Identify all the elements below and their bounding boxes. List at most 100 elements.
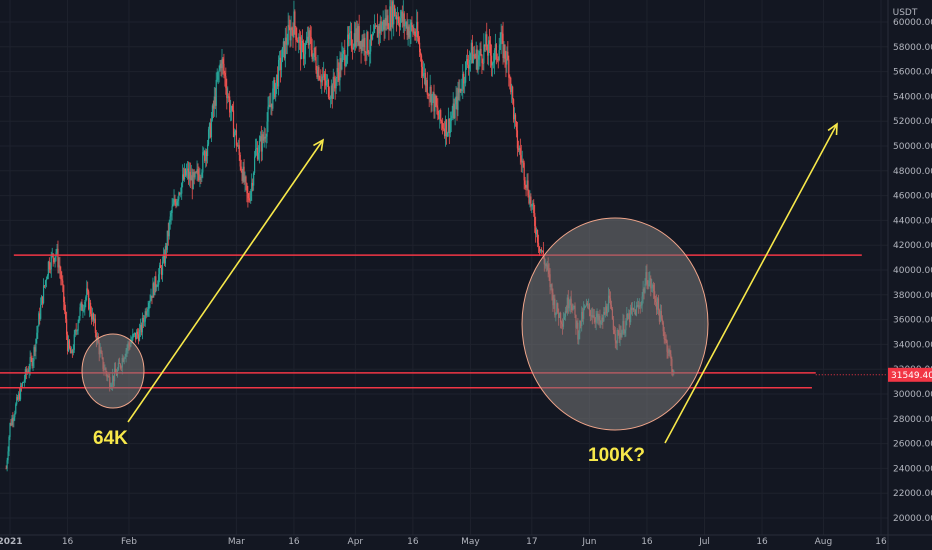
y-tick-label: 58000.00	[893, 43, 932, 53]
candle-down	[39, 313, 41, 319]
candle-up	[391, 1, 393, 27]
candle-up	[499, 44, 501, 51]
candle-up	[192, 172, 194, 189]
candle-up	[257, 152, 260, 160]
candle-up	[439, 110, 441, 120]
candle-down	[542, 250, 544, 258]
candle-up	[45, 279, 48, 281]
candle-up	[16, 397, 18, 405]
candle-up	[259, 136, 261, 141]
candle-down	[60, 270, 62, 280]
candle-up	[386, 15, 388, 26]
candle-down	[327, 80, 330, 98]
candle-down	[496, 59, 498, 60]
candle-down	[145, 311, 147, 316]
candle-down	[380, 21, 382, 31]
candle-up	[313, 47, 315, 54]
candle-down	[71, 350, 73, 353]
candle-down	[42, 296, 44, 304]
candle-down	[301, 40, 304, 43]
candle-up	[156, 286, 158, 288]
candle-up	[280, 61, 283, 70]
candle-up	[393, 5, 395, 25]
candle-up	[207, 144, 209, 157]
price-axis[interactable]: USDT 60000.00 58000.00 56000.00 54000.00 520…	[887, 0, 932, 550]
candle-up	[86, 288, 88, 298]
candle-up	[335, 78, 337, 89]
candle-down	[232, 110, 235, 138]
candle-up	[73, 334, 75, 350]
candle-down	[385, 17, 387, 26]
candle-up	[270, 103, 272, 108]
candle-up	[503, 44, 505, 59]
candle-up	[40, 304, 42, 319]
candle-down	[397, 16, 400, 24]
candle-up	[202, 152, 204, 173]
quote-currency-label: USDT	[893, 8, 918, 18]
candle-down	[445, 119, 448, 137]
candle-up	[254, 156, 256, 173]
candle-up	[268, 104, 270, 107]
candle-down	[354, 33, 356, 47]
candle-down	[151, 295, 153, 298]
y-tick-label: 46000.00	[893, 192, 932, 202]
drawing-shapes[interactable]: 64K 100K?	[81, 122, 838, 466]
candle-down	[90, 313, 93, 320]
candle-down	[223, 63, 225, 74]
candle-up	[384, 17, 386, 30]
candle-up	[371, 34, 374, 40]
y-tick-label: 60000.00	[893, 18, 932, 28]
candle-down	[179, 192, 181, 194]
candle-up	[58, 265, 60, 268]
candle-down	[460, 88, 462, 92]
candle-up	[395, 15, 397, 17]
candle-up	[213, 96, 215, 109]
candle-down	[501, 32, 503, 34]
candle-up	[466, 59, 468, 62]
y-tick-label: 34000.00	[893, 340, 932, 350]
candle-up	[273, 80, 275, 89]
candle-down	[480, 48, 482, 55]
candle-down	[316, 70, 318, 78]
candle-down	[64, 301, 66, 311]
candle-down	[61, 279, 63, 281]
candle-down	[315, 57, 317, 71]
grid-lines	[0, 0, 888, 535]
candle-up	[216, 79, 218, 81]
candle-up	[336, 68, 338, 79]
candle-up	[44, 280, 47, 286]
candle-up	[485, 34, 487, 47]
candle-up	[278, 57, 281, 60]
x-tick-label: 16	[407, 537, 419, 547]
candle-up	[345, 63, 347, 66]
candle-up	[177, 199, 179, 201]
candle-up	[379, 21, 381, 34]
candle-up	[230, 111, 232, 113]
candle-up	[169, 216, 171, 222]
candle-down	[65, 310, 67, 319]
candle-down	[140, 324, 143, 333]
candle-down	[285, 37, 287, 45]
trend-arrow-right	[664, 122, 838, 444]
candle-down	[371, 34, 373, 40]
candle-down	[175, 202, 177, 206]
candle-up	[352, 47, 355, 49]
candle-down	[523, 162, 525, 181]
candle-down	[27, 371, 29, 373]
candle-up	[149, 300, 151, 303]
candle-up	[215, 80, 217, 106]
candle-down	[486, 34, 488, 51]
candle-up	[493, 50, 496, 63]
time-axis[interactable]: 2021 16 Feb Mar 16 Apr 16 May 17 Jun 16 Jul 16 Aug 16	[0, 534, 932, 547]
candle-down	[520, 155, 522, 163]
candle-up	[469, 53, 472, 61]
candle-down	[283, 41, 285, 59]
candle-up	[326, 80, 329, 81]
candle-down	[443, 128, 446, 137]
candle-up	[196, 169, 198, 173]
arrow-head	[313, 138, 325, 151]
candle-down	[495, 44, 497, 60]
candle-up	[263, 136, 265, 141]
x-tick-label: 2021	[0, 537, 23, 547]
